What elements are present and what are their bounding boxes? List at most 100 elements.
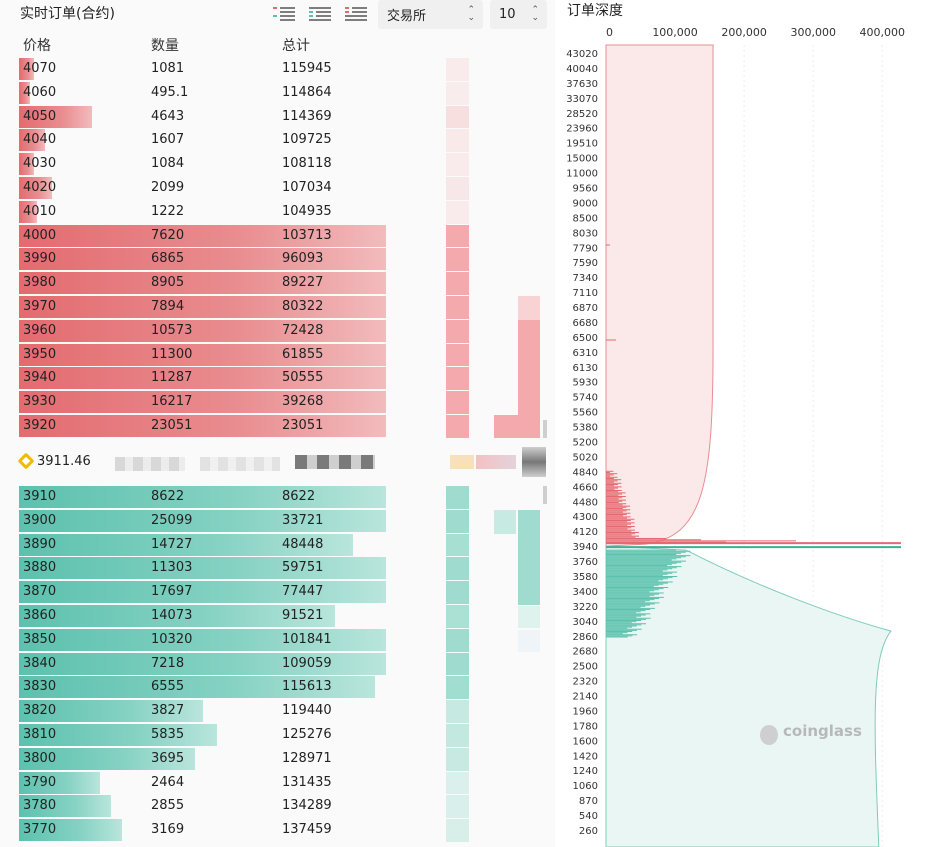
bid-price: 3790 (23, 774, 57, 790)
bid-row[interactable]: 3860 14073 91521 (19, 605, 389, 627)
y-tick-label: 1600 (573, 736, 598, 747)
bid-total: 119440 (282, 703, 332, 719)
y-tick-label: 6870 (573, 303, 598, 314)
ask-qty: 4643 (151, 108, 185, 124)
view-asks-button[interactable] (342, 4, 370, 24)
depth-strip-cell (446, 747, 469, 771)
ask-depth-bar (19, 343, 386, 366)
ask-price: 3990 (23, 251, 57, 267)
ask-row[interactable]: 3940 11287 50555 (19, 367, 389, 390)
ask-qty: 23051 (151, 418, 193, 433)
x-tick-label: 300,000 (790, 26, 836, 39)
ask-price: 4010 (23, 203, 57, 219)
chevron-updown-icon: ⌃ ⌄ (531, 5, 539, 23)
ask-depth-bar (19, 296, 386, 318)
depth-strip-cell (446, 652, 469, 676)
ask-row[interactable]: 4030 1084 108118 (19, 153, 389, 176)
bid-row[interactable]: 3820 3827 119440 (19, 700, 389, 723)
depth-strip-cell (446, 391, 469, 414)
bid-row[interactable]: 3790 2464 131435 (19, 771, 389, 794)
ask-row[interactable]: 3930 16217 39268 (19, 391, 389, 414)
y-tick-label: 3400 (573, 587, 598, 598)
bid-depth-bar (19, 628, 386, 651)
bid-qty: 7218 (151, 655, 185, 671)
ask-depth-bar (19, 105, 93, 128)
ask-qty: 10573 (151, 322, 193, 338)
ask-qty: 6865 (151, 251, 185, 267)
ask-cumulative-area (605, 44, 714, 547)
ask-row[interactable]: 3960 10573 72428 (19, 319, 389, 342)
bid-row[interactable]: 3770 3169 137459 (19, 819, 389, 842)
y-tick-label: 5200 (573, 438, 598, 449)
y-tick-label: 3580 (573, 572, 598, 583)
bid-row[interactable]: 3810 5835 125276 (19, 724, 389, 746)
y-tick-label: 1240 (573, 766, 598, 777)
bid-row[interactable]: 3910 8622 8622 (19, 486, 389, 508)
ask-depth-strip (446, 58, 469, 438)
ask-row[interactable]: 4020 2099 107034 (19, 177, 389, 199)
bid-row[interactable]: 3840 7218 109059 (19, 652, 389, 675)
ask-row[interactable]: 4070 1081 115945 (19, 58, 389, 80)
bid-total: 59751 (282, 560, 324, 576)
ask-depth-bar (19, 177, 53, 199)
bid-row[interactable]: 3800 3695 128971 (19, 747, 389, 770)
bid-depth-bar (19, 557, 386, 580)
depth-strip-cell (446, 343, 469, 367)
view-both-button[interactable] (270, 4, 298, 24)
ask-row[interactable]: 3990 6865 96093 (19, 248, 389, 271)
bid-price: 3770 (23, 822, 57, 838)
y-tick-label: 8500 (573, 213, 598, 224)
ask-row[interactable]: 3950 11300 61855 (19, 343, 389, 366)
exchange-select[interactable]: 交易所 ⌃ ⌄ (378, 0, 483, 29)
bid-qty: 25099 (151, 512, 193, 528)
bid-cumulative-area (605, 545, 892, 847)
view-bids-button[interactable] (306, 4, 334, 24)
ask-price: 4050 (23, 108, 57, 124)
bid-row[interactable]: 3870 17697 77447 (19, 581, 389, 604)
blurred-value (522, 447, 546, 477)
bid-total: 137459 (282, 822, 332, 838)
ask-row[interactable]: 4040 1607 109725 (19, 129, 389, 152)
ask-price: 3980 (23, 275, 57, 291)
bid-price: 3910 (23, 489, 57, 504)
bid-depth-bar (19, 771, 100, 794)
bid-price: 3800 (23, 750, 57, 766)
bid-row[interactable]: 3780 2855 134289 (19, 795, 389, 818)
y-tick-label: 9000 (573, 198, 598, 209)
ask-qty: 11287 (151, 370, 193, 386)
depth-select[interactable]: 10 ⌃ ⌄ (490, 0, 547, 29)
ask-depth-block (518, 296, 540, 416)
ask-total: 61855 (282, 346, 324, 362)
ask-price: 3940 (23, 370, 57, 386)
ask-row[interactable]: 3970 7894 80322 (19, 296, 389, 318)
ask-row[interactable]: 3920 23051 23051 (19, 415, 389, 437)
ask-qty: 16217 (151, 394, 193, 410)
scroll-marker (543, 420, 547, 438)
ask-price: 4000 (23, 227, 57, 243)
ask-qty: 2099 (151, 180, 185, 195)
ask-depth-bar (19, 415, 386, 437)
depth-strip-cell (446, 319, 469, 343)
bid-price: 3810 (23, 727, 57, 742)
y-tick-label: 1060 (573, 781, 598, 792)
ask-total: 109725 (282, 132, 332, 148)
ask-row[interactable]: 4000 7620 103713 (19, 224, 389, 247)
bid-row[interactable]: 3880 11303 59751 (19, 557, 389, 580)
bid-depth-bar (19, 486, 386, 508)
y-tick-label: 15000 (566, 154, 598, 165)
y-tick-label: 9560 (573, 183, 598, 194)
ask-row[interactable]: 3980 8905 89227 (19, 272, 389, 295)
mid-price-row: 3911.46 (0, 443, 555, 483)
y-tick-label: 6500 (573, 333, 598, 344)
ask-qty: 1081 (151, 61, 185, 76)
depth-strip-cell (446, 81, 469, 105)
ask-row[interactable]: 4060 495.1 114864 (19, 81, 389, 104)
ask-row[interactable]: 4050 4643 114369 (19, 105, 389, 128)
ask-row[interactable]: 4010 1222 104935 (19, 200, 389, 223)
bid-row[interactable]: 3890 14727 48448 (19, 533, 389, 556)
bid-row[interactable]: 3850 10320 101841 (19, 628, 389, 651)
bid-row[interactable]: 3900 25099 33721 (19, 509, 389, 532)
ask-depth-bar (19, 58, 34, 80)
bid-row[interactable]: 3830 6555 115613 (19, 676, 389, 699)
depth-strip-cell (446, 557, 469, 581)
